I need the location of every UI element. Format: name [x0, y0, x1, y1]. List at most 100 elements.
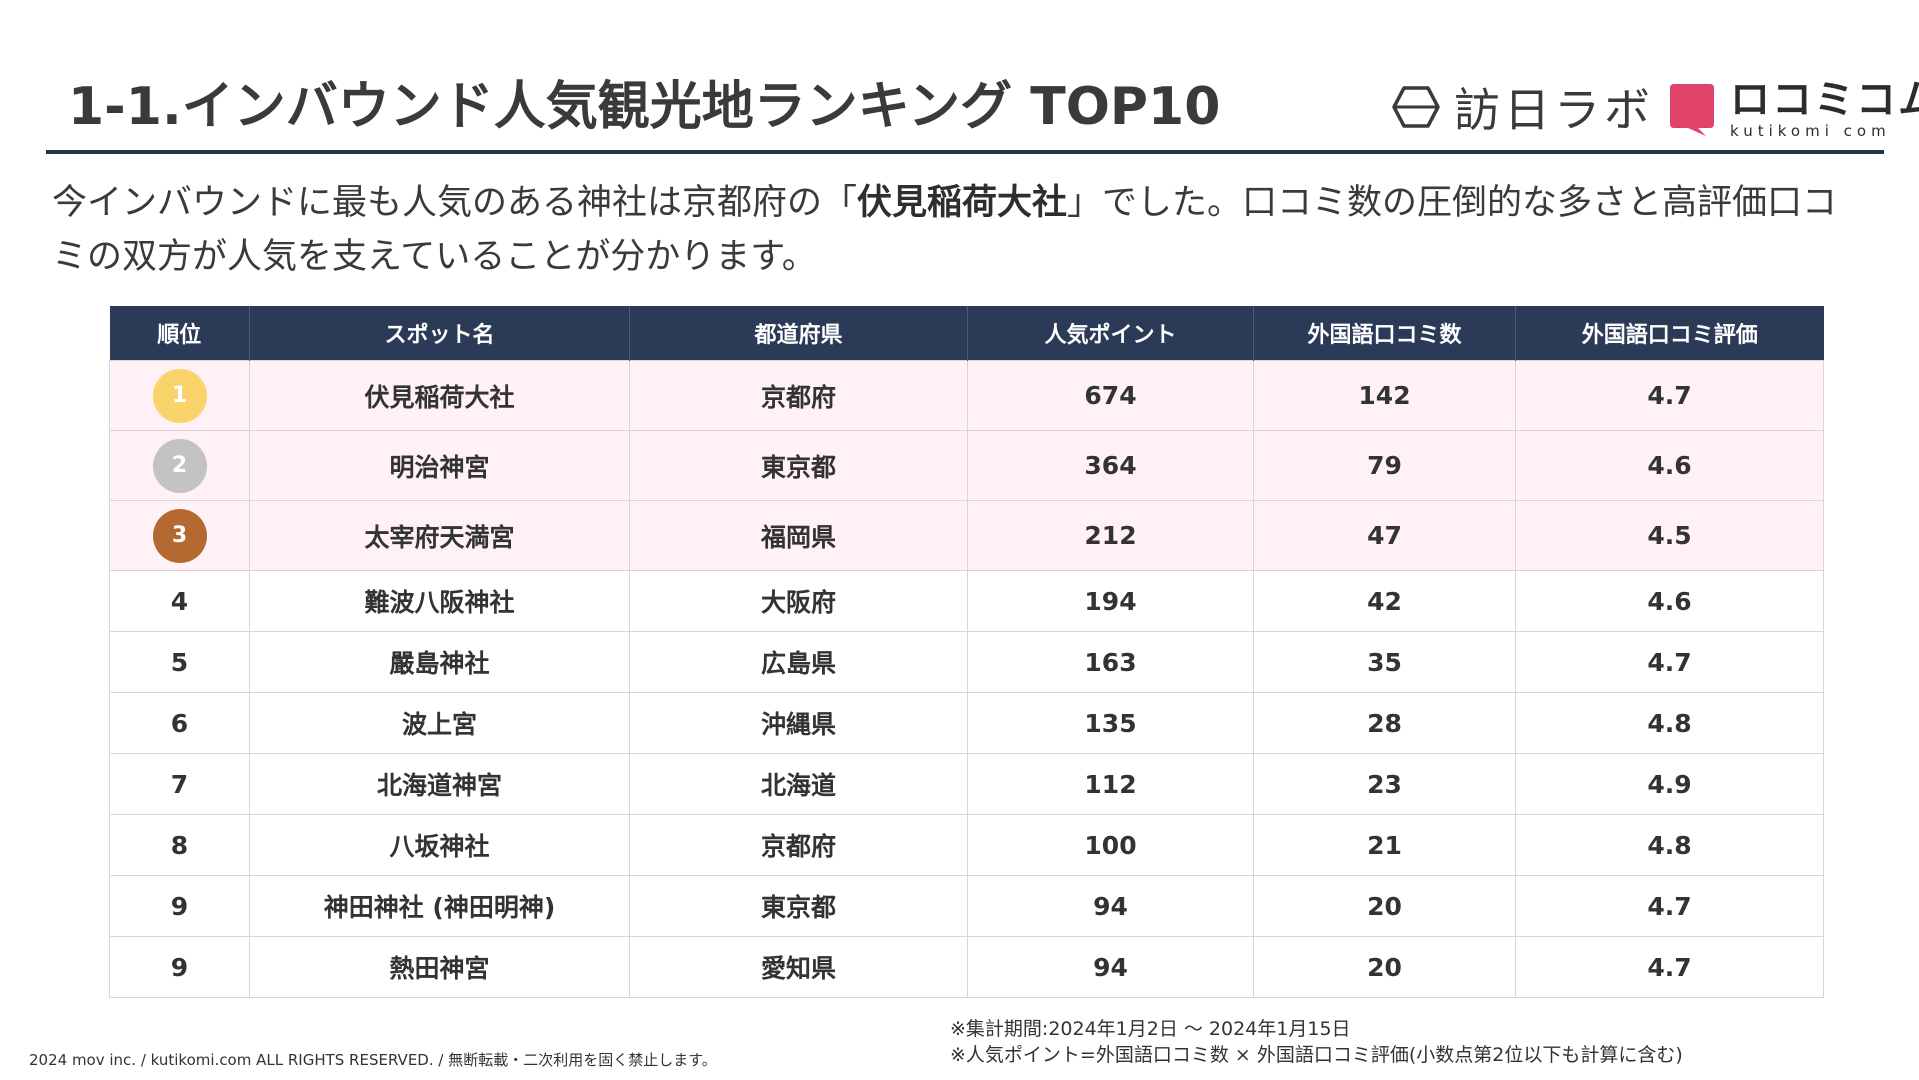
review-count-cell: 42: [1253, 570, 1516, 632]
review-rating-cell: 4.5: [1515, 500, 1824, 571]
review-rating-cell: 4.8: [1515, 692, 1824, 754]
review-rating-cell: 4.7: [1515, 631, 1824, 693]
rank-cell: 6: [109, 692, 250, 754]
kutikomi-logo: ロコミコム kutikomi com: [1668, 80, 1919, 139]
prefecture-cell: 沖縄県: [629, 692, 968, 754]
lead-text-after: 」でした。口コミ数の圧倒的な多さと高評価口コミの双方が人気を支えていることが分か…: [52, 183, 1838, 277]
prefecture-cell: 大阪府: [629, 570, 968, 632]
rank-cell: 1: [109, 360, 250, 431]
table-row: 4 難波八阪神社 大阪府 194 42 4.6: [109, 570, 1824, 632]
spot-cell: 難波八阪神社: [249, 570, 630, 632]
review-count-cell: 23: [1253, 753, 1516, 815]
review-rating-cell: 4.8: [1515, 814, 1824, 876]
rank-cell: 8: [109, 814, 250, 876]
footnote-formula: ※人気ポイント=外国語口コミ数 × 外国語口コミ評価(小数点第2位以下も計算に含…: [950, 1044, 1683, 1066]
bronze-medal-badge: 3: [152, 508, 207, 563]
rank-cell: 9: [109, 875, 250, 937]
column-header-rank: 順位: [109, 306, 250, 361]
lead-text-before: 今インバウンドに最も人気のある神社は京都府の「: [52, 183, 858, 223]
review-count-cell: 47: [1253, 500, 1516, 571]
silver-medal-badge: 2: [152, 438, 207, 493]
points-cell: 163: [967, 631, 1254, 693]
footnote-period: ※集計期間:2024年1月2日 〜 2024年1月15日: [950, 1018, 1351, 1040]
table-row: 9 熱田神宮 愛知県 94 20 4.7: [109, 936, 1824, 998]
points-cell: 212: [967, 500, 1254, 571]
review-count-cell: 35: [1253, 631, 1516, 693]
rank-cell: 7: [109, 753, 250, 815]
ranking-table: 順位 スポット名 都道府県 人気ポイント 外国語口コミ数 外国語口コミ評価 1 …: [109, 306, 1824, 998]
rank-cell: 5: [109, 631, 250, 693]
column-header-review-count: 外国語口コミ数: [1253, 306, 1516, 361]
footnotes: ※集計期間:2024年1月2日 〜 2024年1月15日 ※人気ポイント=外国語…: [950, 1016, 1683, 1068]
rank-cell: 2: [109, 430, 250, 501]
table-row: 8 八坂神社 京都府 100 21 4.8: [109, 814, 1824, 876]
points-cell: 94: [967, 875, 1254, 937]
prefecture-cell: 愛知県: [629, 936, 968, 998]
points-cell: 194: [967, 570, 1254, 632]
table-row: 2 明治神宮 東京都 364 79 4.6: [109, 430, 1824, 501]
spot-cell: 明治神宮: [249, 430, 630, 501]
column-header-review-rating: 外国語口コミ評価: [1515, 306, 1824, 361]
prefecture-cell: 京都府: [629, 360, 968, 431]
prefecture-cell: 京都府: [629, 814, 968, 876]
review-count-cell: 79: [1253, 430, 1516, 501]
review-rating-cell: 4.6: [1515, 430, 1824, 501]
rank-cell: 9: [109, 936, 250, 998]
page-title: 1-1.インバウンド人気観光地ランキング TOP10: [68, 77, 1221, 137]
review-count-cell: 20: [1253, 936, 1516, 998]
houjitsu-labo-wordmark: 訪日ラボ: [1454, 83, 1654, 137]
spot-cell: 嚴島神社: [249, 631, 630, 693]
rank-cell: 3: [109, 500, 250, 571]
speech-bubble-icon: [1670, 83, 1714, 136]
spot-cell: 八坂神社: [249, 814, 630, 876]
review-count-cell: 21: [1253, 814, 1516, 876]
prefecture-cell: 東京都: [629, 875, 968, 937]
points-cell: 100: [967, 814, 1254, 876]
review-count-cell: 28: [1253, 692, 1516, 754]
points-cell: 135: [967, 692, 1254, 754]
table-row: 7 北海道神宮 北海道 112 23 4.9: [109, 753, 1824, 815]
prefecture-cell: 北海道: [629, 753, 968, 815]
lead-paragraph: 今インバウンドに最も人気のある神社は京都府の「伏見稲荷大社」でした。口コミ数の圧…: [52, 176, 1852, 284]
kutikomi-wordmark-en: kutikomi com: [1730, 122, 1891, 140]
review-rating-cell: 4.7: [1515, 360, 1824, 431]
points-cell: 112: [967, 753, 1254, 815]
houjitsu-labo-logo: 訪日ラボ: [1392, 82, 1654, 137]
table-header-row: 順位 スポット名 都道府県 人気ポイント 外国語口コミ数 外国語口コミ評価: [109, 306, 1824, 361]
table-row: 3 太宰府天満宮 福岡県 212 47 4.5: [109, 500, 1824, 571]
points-cell: 364: [967, 430, 1254, 501]
kutikomi-wordmark-ja: ロコミコム: [1730, 77, 1919, 123]
gold-medal-badge: 1: [152, 368, 207, 423]
prefecture-cell: 東京都: [629, 430, 968, 501]
review-count-cell: 142: [1253, 360, 1516, 431]
spot-cell: 神田神社 (神田明神): [249, 875, 630, 937]
points-cell: 674: [967, 360, 1254, 431]
review-rating-cell: 4.7: [1515, 875, 1824, 937]
spot-cell: 波上宮: [249, 692, 630, 754]
copyright-notice: 2024 mov inc. / kutikomi.com ALL RIGHTS …: [29, 1051, 717, 1069]
review-rating-cell: 4.6: [1515, 570, 1824, 632]
points-cell: 94: [967, 936, 1254, 998]
prefecture-cell: 広島県: [629, 631, 968, 693]
spot-cell: 熱田神宮: [249, 936, 630, 998]
column-header-spot: スポット名: [249, 306, 630, 361]
spot-cell: 北海道神宮: [249, 753, 630, 815]
table-row: 9 神田神社 (神田明神) 東京都 94 20 4.7: [109, 875, 1824, 937]
rank-cell: 4: [109, 570, 250, 632]
column-header-prefecture: 都道府県: [629, 306, 968, 361]
table-row: 5 嚴島神社 広島県 163 35 4.7: [109, 631, 1824, 693]
header-divider: [46, 150, 1884, 154]
review-rating-cell: 4.7: [1515, 936, 1824, 998]
spot-cell: 太宰府天満宮: [249, 500, 630, 571]
table-row: 1 伏見稲荷大社 京都府 674 142 4.7: [109, 360, 1824, 431]
review-count-cell: 20: [1253, 875, 1516, 937]
prefecture-cell: 福岡県: [629, 500, 968, 571]
kutikomi-wordmark: ロコミコム kutikomi com: [1730, 80, 1919, 139]
table-row: 6 波上宮 沖縄県 135 28 4.8: [109, 692, 1824, 754]
hexagon-icon: [1392, 86, 1440, 128]
lead-highlight: 伏見稲荷大社: [857, 183, 1068, 223]
column-header-points: 人気ポイント: [967, 306, 1254, 361]
spot-cell: 伏見稲荷大社: [249, 360, 630, 431]
review-rating-cell: 4.9: [1515, 753, 1824, 815]
